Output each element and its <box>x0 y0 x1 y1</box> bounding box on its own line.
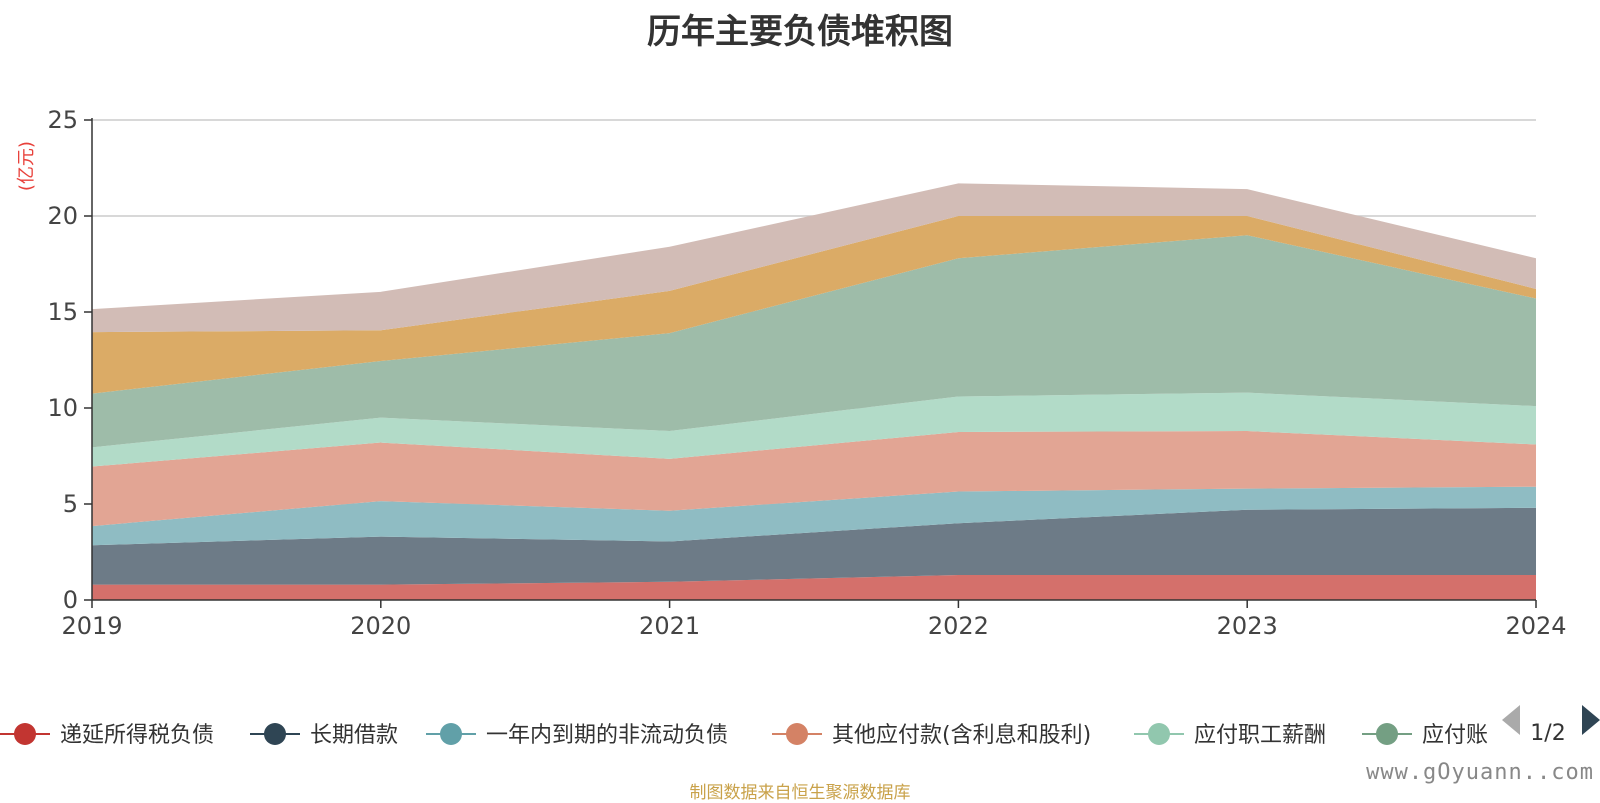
area-series-0 <box>92 575 1536 600</box>
area-series-2 <box>92 486 1536 546</box>
y-tick-label: 20 <box>47 202 78 230</box>
x-tick-label: 2021 <box>639 612 700 640</box>
area-series-6 <box>92 216 1536 394</box>
legend-item[interactable]: 递延所得税负债 <box>0 723 214 748</box>
y-tick-label: 15 <box>47 298 78 326</box>
watermark: www.gOyuann..com <box>1366 760 1594 785</box>
legend: 递延所得税负债 长期借款 一年内到期的非流动负债 其他应付款(含利息和股利) 应付职工薪… <box>0 723 1488 748</box>
area-series-5 <box>92 235 1536 448</box>
legend-item[interactable]: 一年内到期的非流动负债 <box>426 723 728 748</box>
legend-item[interactable]: 应付职工薪酬 <box>1134 723 1326 748</box>
source-note: 制图数据来自恒生聚源数据库 <box>689 783 911 803</box>
legend-item[interactable]: 其他应付款(含利息和股利) <box>772 723 1091 748</box>
legend-swatch-circle <box>264 723 286 745</box>
legend-swatch-circle <box>14 723 36 745</box>
y-tick-label: 10 <box>47 394 78 422</box>
legend-label: 长期借款 <box>310 723 398 748</box>
legend-prev-icon[interactable] <box>1502 705 1520 735</box>
legend-label: 其他应付款(含利息和股利) <box>832 723 1091 748</box>
area-layer <box>92 183 1536 600</box>
legend-label: 递延所得税负债 <box>60 723 214 748</box>
x-tick-label: 2024 <box>1505 612 1566 640</box>
legend-next-icon[interactable] <box>1582 705 1600 735</box>
x-tick-label: 2022 <box>928 612 989 640</box>
x-tick-label: 2019 <box>61 612 122 640</box>
y-tick-label: 5 <box>63 490 78 518</box>
legend-swatch-circle <box>440 723 462 745</box>
y-tick-label: 25 <box>47 106 78 134</box>
x-tick-label: 2023 <box>1217 612 1278 640</box>
x-tick-label: 2020 <box>350 612 411 640</box>
area-series-1 <box>92 507 1536 585</box>
area-series-4 <box>92 392 1536 467</box>
legend-swatch-circle <box>1148 723 1170 745</box>
legend-label: 应付账 <box>1422 723 1488 748</box>
legend-item[interactable]: 应付账 <box>1362 723 1488 748</box>
legend-label: 一年内到期的非流动负债 <box>486 723 728 748</box>
legend-page-indicator: 1/2 <box>1530 721 1565 746</box>
legend-label: 应付职工薪酬 <box>1194 723 1326 748</box>
chart-title: 历年主要负债堆积图 <box>647 12 953 52</box>
y-tick-label: 0 <box>63 586 78 614</box>
legend-pager: 1/2 <box>1502 705 1600 746</box>
area-series-3 <box>92 431 1536 527</box>
legend-item[interactable]: 长期借款 <box>250 723 398 748</box>
legend-swatch-circle <box>786 723 808 745</box>
legend-swatch-circle <box>1376 723 1398 745</box>
area-series-7 <box>92 183 1536 333</box>
y-unit-label: (亿元) <box>16 141 37 191</box>
axis-layer: 0 5 10 15 20 25 2019 2020 2021 2022 2023 2024 (亿元) <box>16 106 1567 640</box>
